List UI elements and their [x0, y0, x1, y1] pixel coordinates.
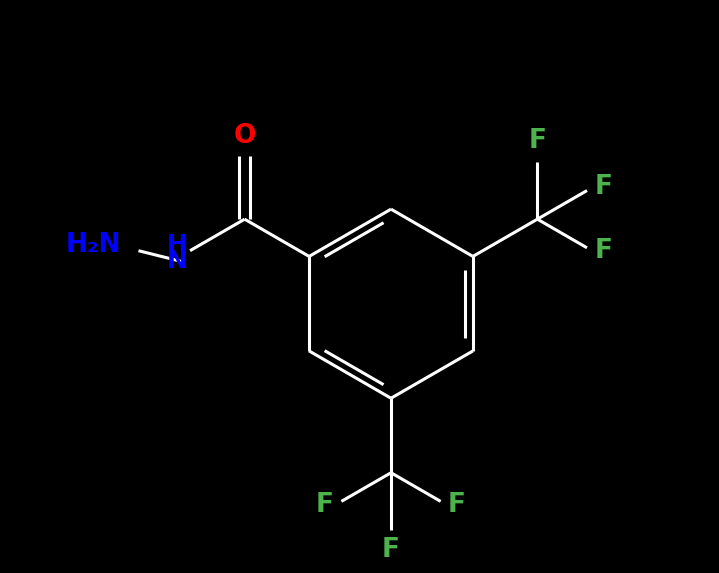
Text: F: F: [595, 238, 613, 264]
Text: F: F: [448, 492, 466, 519]
Text: H₂N: H₂N: [65, 232, 122, 258]
Text: F: F: [528, 128, 546, 155]
Text: N: N: [167, 249, 188, 273]
Text: F: F: [382, 537, 400, 563]
Text: F: F: [316, 492, 334, 519]
Text: O: O: [234, 123, 256, 150]
Text: H: H: [167, 233, 188, 257]
Text: F: F: [595, 174, 613, 199]
